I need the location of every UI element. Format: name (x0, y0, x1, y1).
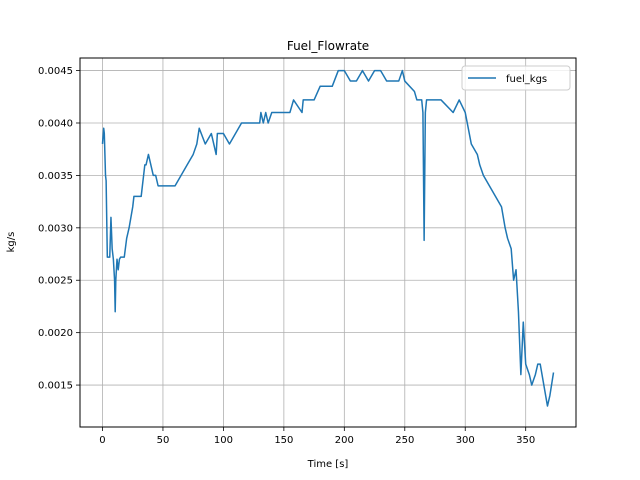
x-tick-label: 300 (456, 435, 475, 446)
y-tick-label: 0.0030 (38, 223, 73, 234)
y-tick-label: 0.0045 (38, 66, 73, 77)
y-tick-label: 0.0025 (38, 276, 73, 287)
legend-label: fuel_kgs (506, 74, 547, 85)
y-tick-label: 0.0020 (38, 328, 73, 339)
x-tick-label: 350 (516, 435, 535, 446)
series-line-fuel-kgs (101, 69, 555, 407)
x-tick-label: 250 (395, 435, 414, 446)
legend-box (461, 65, 571, 91)
x-tick-label: 0 (99, 435, 105, 446)
ticks: 0 50 100 150 200 250 300 350 0.0015 0.0020 0.0025 0… (38, 66, 535, 446)
y-tick-label: 0.0015 (38, 381, 73, 392)
y-tick-label: 0.0035 (38, 171, 73, 182)
grid (80, 58, 576, 427)
x-tick-label: 200 (335, 435, 354, 446)
x-tick-label: 50 (157, 435, 170, 446)
x-axis-label: Time [s] (307, 459, 349, 470)
y-axis-label: kg/s (6, 232, 17, 253)
plot-frame (79, 57, 577, 428)
x-tick-label: 150 (274, 435, 293, 446)
x-tick-label: 100 (214, 435, 233, 446)
series-layer (101, 69, 555, 407)
legend: fuel_kgs (461, 65, 571, 91)
chart-title: Fuel_Flowrate (287, 39, 369, 53)
y-tick-label: 0.0040 (38, 118, 73, 129)
